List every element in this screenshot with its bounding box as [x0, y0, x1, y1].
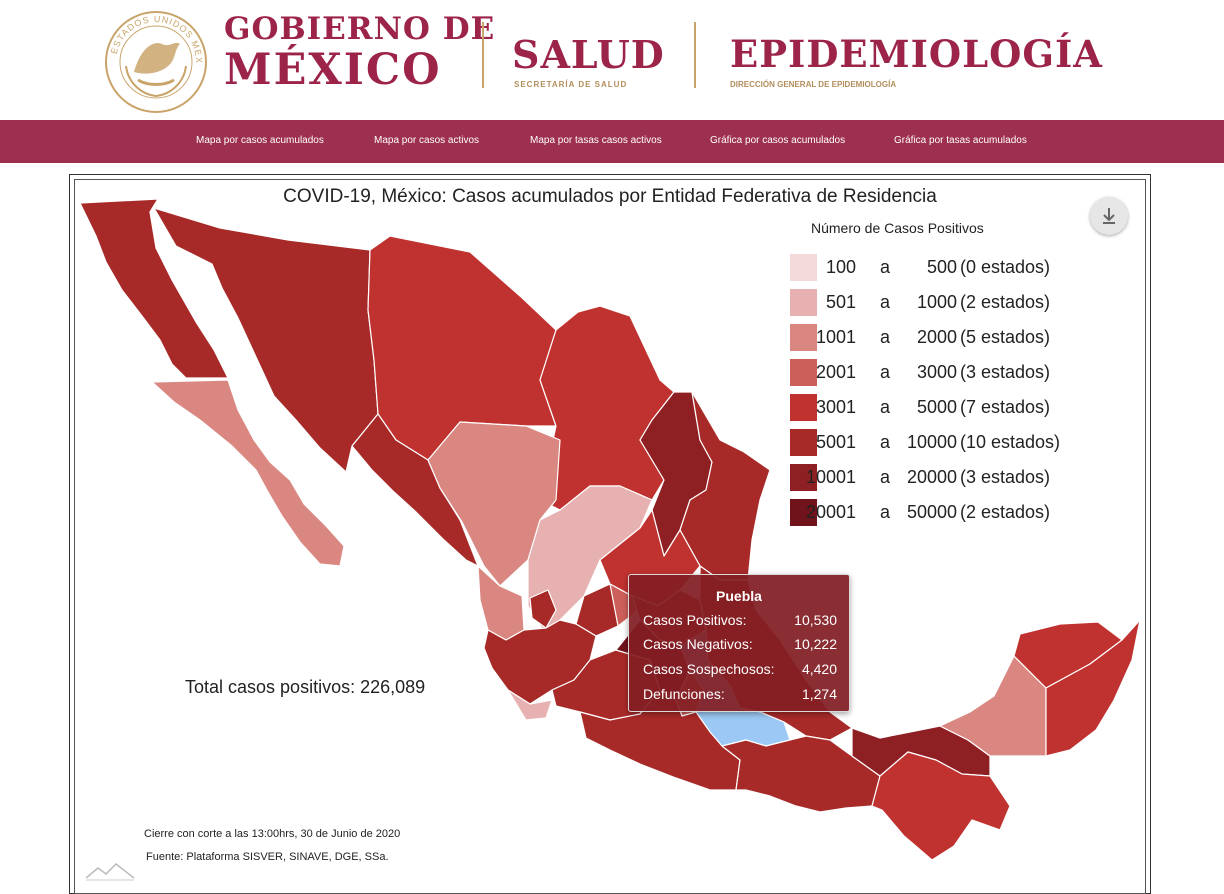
salud-subtitle: SECRETARÍA DE SALUD [514, 80, 628, 89]
state-chiapas[interactable] [871, 751, 1011, 861]
legend-item[interactable]: 10001 a 20000 (3 estados) [790, 464, 1090, 492]
state-aguascalientes[interactable] [529, 589, 557, 629]
total-cases-label: Total casos positivos: 226,089 [185, 677, 426, 697]
gobierno-line2: MÉXICO [224, 45, 442, 95]
tooltip-label: Casos Negativos: [643, 636, 753, 652]
legend-item[interactable]: 501 a 1000 (2 estados) [790, 289, 1090, 317]
state-colima[interactable] [507, 689, 553, 721]
legend-range-to: 3000 [916, 362, 957, 382]
header-divider [482, 22, 484, 88]
legend-item[interactable]: 2001 a 3000 (3 estados) [790, 359, 1090, 387]
legend-swatch [790, 429, 817, 456]
legend-state-count: (2 estados) [960, 502, 1051, 522]
site-header: ESTADOS UNIDOS MEXICANOS GOBIERNO DE MÉX… [0, 0, 1224, 120]
nav-mapa-casos-activos[interactable]: Mapa por casos activos [374, 135, 480, 146]
epidemiologia-subtitle: DIRECCIÓN GENERAL DE EPIDEMIOLOGÍA [730, 80, 897, 89]
legend-item[interactable]: 100 a 500 (0 estados) [790, 254, 1090, 282]
legend-range-connector: a [880, 292, 891, 312]
legend-swatch [790, 324, 817, 351]
state-baja-california-sur[interactable] [151, 379, 345, 567]
legend-range-to: 10000 [906, 432, 957, 452]
legend-item[interactable]: 1001 a 2000 (5 estados) [790, 324, 1090, 352]
tooltip-label: Defunciones: [643, 686, 725, 702]
legend-range-connector: a [880, 397, 891, 417]
state-tooltip: Puebla Casos Positivos: 10,530 Casos Neg… [628, 574, 850, 712]
legend-item[interactable]: 20001 a 50000 (2 estados) [790, 499, 1090, 527]
legend-state-count: (0 estados) [960, 257, 1051, 277]
legend-range-to: 2000 [916, 327, 957, 347]
legend-range-to: 50000 [906, 502, 957, 522]
state-quintana-roo[interactable] [1045, 619, 1141, 757]
mountains-logo-icon [85, 863, 135, 881]
salud-logo-text: SALUD [512, 32, 665, 77]
legend-swatch [790, 394, 817, 421]
legend-range-from: 2001 [815, 362, 856, 382]
legend-swatch [790, 499, 817, 526]
state-chihuahua[interactable] [367, 235, 557, 461]
legend-state-count: (10 estados) [960, 432, 1061, 452]
legend-range-to: 1000 [916, 292, 957, 312]
legend-range-connector: a [880, 432, 891, 452]
footer-source-note: Fuente: Plataforma SISVER, SINAVE, DGE, … [146, 851, 389, 863]
legend-range-from: 1001 [815, 327, 856, 347]
legend-state-count: (5 estados) [960, 327, 1051, 347]
header-divider [694, 22, 696, 88]
legend-range-from: 10001 [805, 467, 856, 487]
legend-range-to: 20000 [906, 467, 957, 487]
legend-state-count: (3 estados) [960, 467, 1051, 487]
legend-range-connector: a [880, 257, 891, 277]
nav-grafica-casos-acumulados[interactable]: Gráfica por casos acumulados [710, 135, 846, 146]
legend-range-connector: a [880, 362, 891, 382]
tooltip-title: Puebla [716, 588, 762, 604]
legend-swatch [790, 254, 817, 281]
legend-range-from: 5001 [815, 432, 856, 452]
nav-mapa-casos-acumulados[interactable]: Mapa por casos acumulados [196, 135, 324, 146]
mexico-choropleth-map[interactable] [76, 196, 1146, 890]
gobierno-line1: GOBIERNO DE [224, 11, 496, 47]
legend-range-from: 501 [825, 292, 856, 312]
state-baja-california[interactable] [79, 198, 229, 379]
legend-range-to: 500 [926, 257, 957, 277]
legend-range-from: 3001 [815, 397, 856, 417]
tooltip-value: 10,222 [794, 636, 837, 652]
tooltip-value: 1,274 [801, 686, 837, 702]
download-button[interactable] [1090, 197, 1128, 235]
legend-swatch [790, 289, 817, 316]
legend-state-count: (2 estados) [960, 292, 1051, 312]
legend-item[interactable]: 5001 a 10000 (10 estados) [790, 429, 1090, 457]
legend-range-from: 100 [825, 257, 856, 277]
legend-range-connector: a [880, 502, 891, 522]
tooltip-value: 4,420 [801, 661, 837, 677]
footer-cutoff-note: Cierre con corte a las 13:00hrs, 30 de J… [144, 828, 401, 840]
nav-grafica-tasas-acumulados[interactable]: Gráfica por tasas acumulados [894, 135, 1027, 146]
legend-range-connector: a [880, 327, 891, 347]
legend-swatch [790, 359, 817, 386]
legend-item[interactable]: 3001 a 5000 (7 estados) [790, 394, 1090, 422]
tooltip-label: Casos Sospechosos: [643, 661, 775, 677]
tooltip-value: 10,530 [794, 612, 837, 628]
main-nav: Mapa por casos acumulados Mapa por casos… [0, 120, 1224, 163]
state-coahuila[interactable] [539, 305, 675, 511]
legend-swatch [790, 464, 817, 491]
nav-mapa-tasas-casos-activos[interactable]: Mapa por tasas casos activos [530, 135, 662, 146]
legend-range-from: 20001 [805, 502, 856, 522]
tooltip-label: Casos Positivos: [643, 612, 747, 628]
epidemiologia-logo-text: EPIDEMIOLOGÍA [730, 32, 1103, 76]
legend-state-count: (7 estados) [960, 397, 1051, 417]
legend-state-count: (3 estados) [960, 362, 1051, 382]
map-title: COVID-19, México: Casos acumulados por E… [283, 186, 937, 207]
gobierno-logo-text: GOBIERNO DE MÉXICO [224, 14, 495, 92]
legend-title: Número de Casos Positivos [811, 220, 984, 236]
national-seal-icon: ESTADOS UNIDOS MEXICANOS [104, 10, 207, 113]
legend-range-connector: a [880, 467, 891, 487]
download-icon [1103, 208, 1115, 224]
legend-range-to: 5000 [916, 397, 957, 417]
